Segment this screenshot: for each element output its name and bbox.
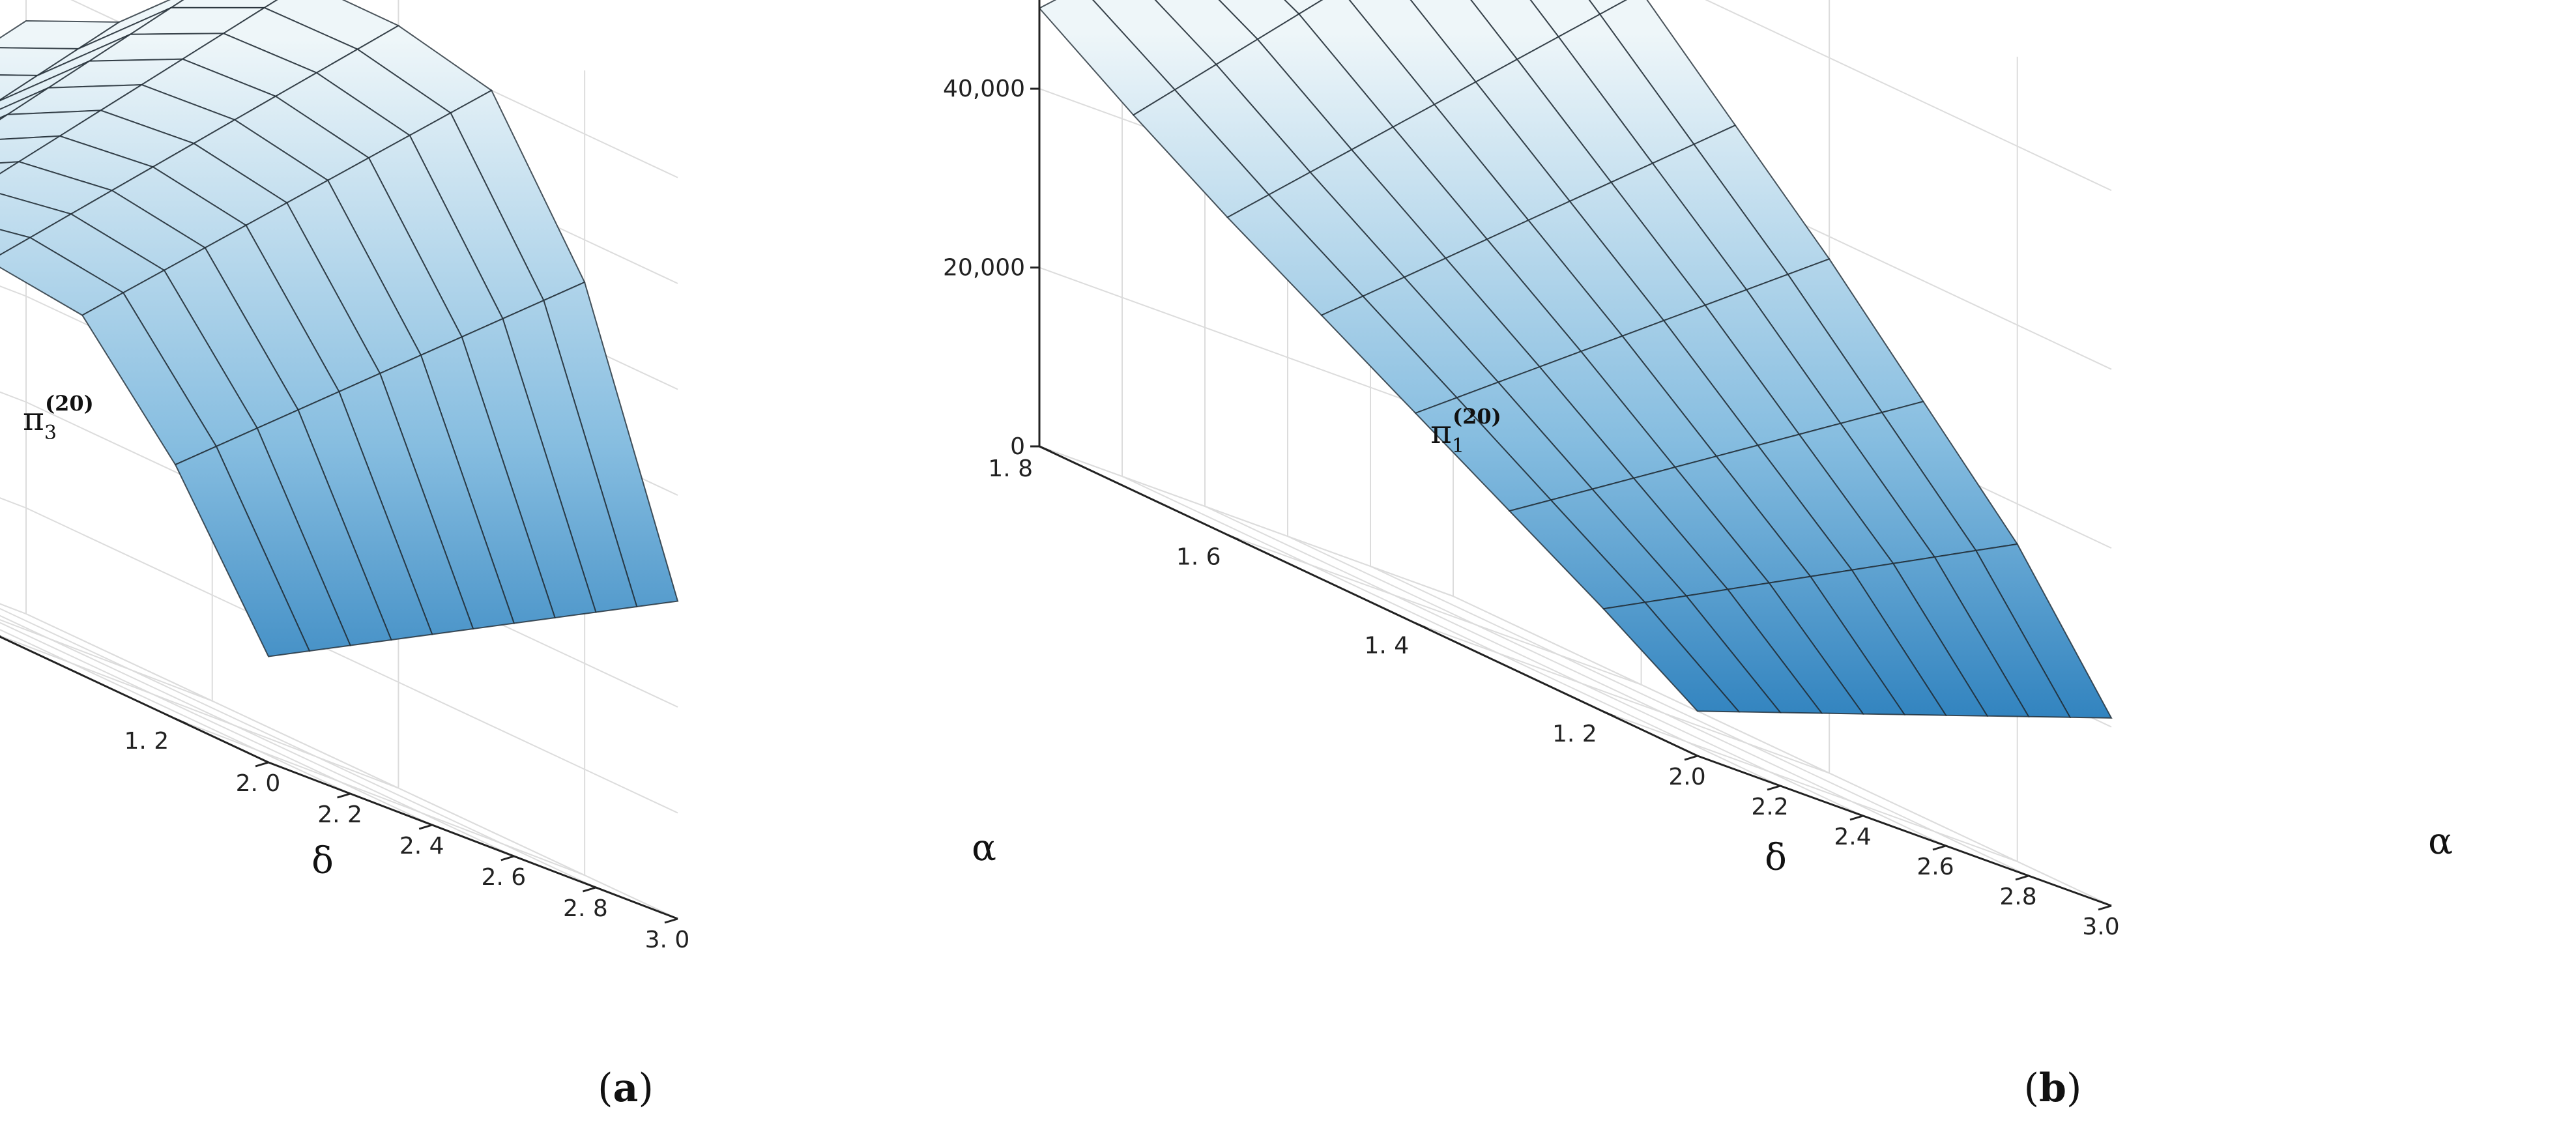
floor-grid-line (0, 614, 515, 857)
back-wall-grid-line (0, 497, 27, 509)
y-tick-label: 1. 8 (988, 455, 1033, 482)
x-tick (500, 855, 515, 861)
surface-patch (1588, 0, 1628, 16)
z-tick-label: 40,000 (943, 76, 1025, 102)
y-axis-line (0, 635, 269, 764)
x-tick (2015, 874, 2029, 881)
x-tick (2098, 904, 2112, 911)
floor-grid-line (175, 718, 585, 876)
panel-a-z-label-sup: (20) (45, 391, 94, 416)
panel-a-surface (0, 0, 679, 657)
floor-grid-line (0, 629, 351, 794)
panel-a-caption: (a) (598, 1065, 654, 1111)
panel-a: 0500100015002000250030003500 1. 81. 61. … (0, 0, 996, 1111)
panel-a-axes (0, 635, 678, 920)
x-tick (1684, 755, 1698, 761)
surface-patch (1284, 0, 1324, 15)
x-tick (418, 824, 433, 830)
y-tick (0, 635, 2, 638)
y-tick-label: 1. 6 (1176, 544, 1221, 571)
back-wall-grid-line (0, 603, 27, 614)
floor-grid-line (0, 635, 399, 789)
floor-grid-line (1204, 506, 1864, 816)
panel-b-caption: (b) (2024, 1065, 2082, 1111)
floor-grid-line (1227, 534, 1642, 686)
x-tick (1849, 815, 1864, 821)
floor-grid-line (1603, 711, 2018, 863)
side-wall-grid-line (25, 613, 678, 919)
x-tick-label: 2.4 (1834, 824, 1871, 850)
x-tick-label: 2.6 (1917, 854, 1954, 880)
y-tick (175, 717, 188, 725)
panel-a-y-axis-label: δ (311, 840, 334, 882)
x-tick (664, 917, 678, 924)
y-tick (1039, 445, 1052, 453)
panel-b-z-label-base: π (1430, 413, 1452, 451)
x-tick-label: 2.0 (1668, 764, 1705, 790)
side-wall-grid-line (1453, 596, 2112, 906)
x-tick-label: 2. 8 (563, 895, 608, 922)
panel-a-z-label-sub: 3 (44, 422, 57, 444)
panel-a-y-ticks: 1. 81. 61. 41. 2 (0, 635, 188, 755)
z-tick-label: 0 (1010, 433, 1025, 460)
x-axis-line (1697, 755, 2112, 907)
x-tick-label: 2. 4 (399, 833, 444, 859)
panel-b-y-axis-label: δ (1765, 837, 1787, 879)
surface-patch (174, 445, 311, 657)
floor-grid-line (0, 622, 433, 826)
x-tick-label: 2.2 (1751, 794, 1788, 820)
x-tick (1767, 785, 1781, 791)
panel-a-x-ticks: 2. 0 2. 2 2. 4 2. 6 2. 8 3. 0 (236, 761, 690, 953)
y-tick-label: 1. 4 (1364, 632, 1409, 659)
x-tick-label: 2. 2 (317, 801, 362, 828)
x-tick-label: 2. 0 (236, 770, 281, 797)
y-tick (1603, 710, 1616, 718)
panel-b-axes (1038, 0, 2112, 907)
floor-grid-line (1370, 566, 2029, 876)
floor-grid-line (1122, 476, 1781, 787)
back-wall-grid-line (1039, 267, 1454, 418)
surface-patch (1602, 601, 1741, 713)
floor-grid-line (0, 619, 213, 702)
panel-b-x-axis-label: α (2428, 820, 2453, 863)
panel-a-z-axis-label: π3 (20) (23, 391, 94, 444)
y-tick (1415, 622, 1428, 629)
z-tick-label: 20,000 (943, 255, 1025, 282)
floor-grid-line (1415, 622, 1830, 774)
side-wall-grid-line (25, 507, 678, 814)
x-tick (255, 761, 269, 768)
panel-b-z-label-sub: 1 (1452, 435, 1464, 457)
x-tick (1932, 844, 1946, 851)
floor-grid-line (1287, 536, 1946, 846)
x-tick (337, 792, 351, 799)
y-axis-line (1039, 445, 1698, 757)
x-tick-label: 2.8 (1999, 884, 2036, 910)
x-tick-label: 2. 6 (481, 864, 526, 891)
x-tick-label: 3.0 (2082, 914, 2119, 940)
y-tick-label: 1. 2 (1552, 721, 1597, 747)
back-wall-grid-line (1039, 446, 1454, 597)
x-tick-label: 3. 0 (645, 927, 690, 953)
panel-a-x-axis-label: α (972, 827, 996, 869)
floor-grid-line (0, 607, 596, 888)
y-tick-label: 1. 2 (124, 728, 169, 755)
panel-b-surface (1038, 0, 2113, 719)
floor-grid-line (0, 603, 27, 614)
x-axis-line (268, 761, 678, 920)
side-wall-grid-line (1705, 0, 2112, 192)
y-tick (1226, 534, 1240, 541)
panel-b-x-ticks: 2.0 2.2 2.4 2.6 2.8 3.0 (1668, 755, 2120, 940)
panel-b-z-axis-label: π1 (20) (1430, 404, 1501, 457)
x-tick (582, 886, 596, 893)
panel-a-z-label-base: π (23, 400, 44, 438)
panel-b-z-label-sup: (20) (1453, 404, 1501, 429)
panel-b-y-ticks: 1. 8 1. 6 1. 4 1. 2 (988, 445, 1616, 747)
